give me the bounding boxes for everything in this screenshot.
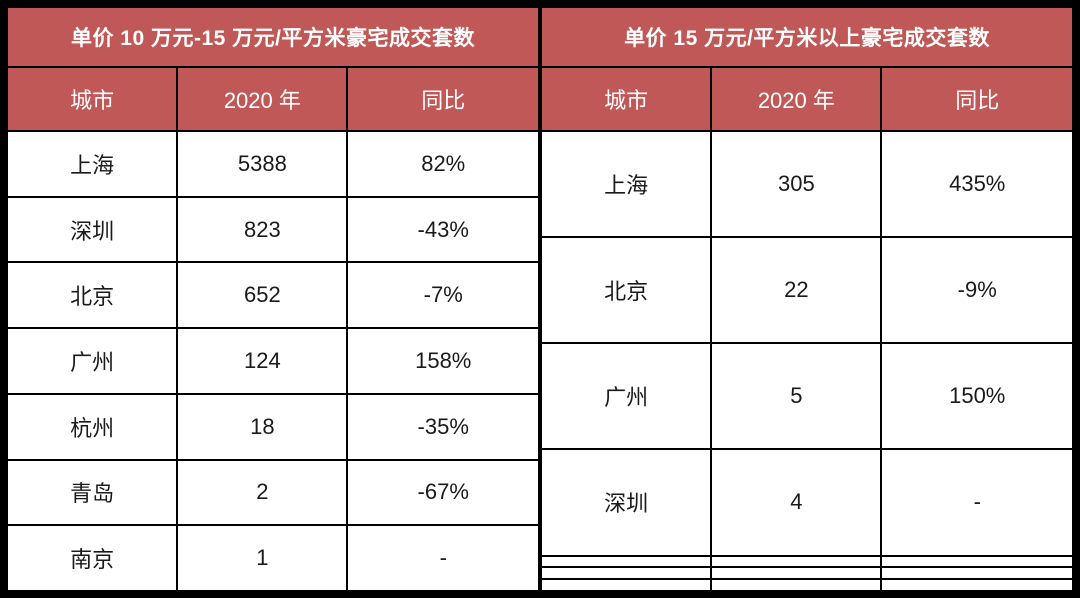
cell-city: 深圳 xyxy=(539,448,713,557)
table-price-10-15w: 单价 10 万元-15 万元/平方米豪宅成交套数 城市 2020 年 同比 上海… xyxy=(5,6,540,592)
cell-yoy xyxy=(880,566,1074,581)
cell-city: 北京 xyxy=(5,261,179,330)
table-title: 单价 15 万元/平方米以上豪宅成交套数 xyxy=(540,6,1074,68)
cell-city xyxy=(539,578,713,592)
cell-yoy: -7% xyxy=(346,261,540,330)
title-row: 单价 15 万元/平方米以上豪宅成交套数 xyxy=(540,6,1074,68)
cell-2020: 1 xyxy=(176,524,349,592)
column-header-yoy: 同比 xyxy=(880,66,1074,132)
cell-2020 xyxy=(710,578,883,592)
cell-2020: 305 xyxy=(710,129,883,239)
cell-2020: 18 xyxy=(176,392,349,461)
cell-city: 深圳 xyxy=(5,195,179,264)
cell-city xyxy=(539,554,713,569)
panel-price-10-15w: 单价 10 万元-15 万元/平方米豪宅成交套数 城市 2020 年 同比 上海… xyxy=(5,6,540,592)
cell-2020: 4 xyxy=(710,448,883,557)
table-row xyxy=(539,554,1074,569)
column-header-2020: 2020 年 xyxy=(176,66,349,132)
panel-price-15w-plus: 单价 15 万元/平方米以上豪宅成交套数 城市 2020 年 同比 上海 305… xyxy=(539,6,1074,592)
cell-yoy: -35% xyxy=(346,392,540,461)
table-row: 南京 1 - xyxy=(5,524,540,592)
cell-city: 上海 xyxy=(5,130,179,198)
cell-2020: 124 xyxy=(176,327,349,395)
column-header-city: 城市 xyxy=(5,66,179,132)
cell-yoy: -43% xyxy=(346,195,540,264)
column-header-2020: 2020 年 xyxy=(710,66,883,132)
cell-city: 广州 xyxy=(539,342,713,451)
column-header-city: 城市 xyxy=(539,66,713,132)
cell-yoy xyxy=(880,578,1074,592)
cell-2020 xyxy=(710,566,883,581)
cell-2020 xyxy=(710,554,883,569)
cell-2020: 652 xyxy=(176,261,349,330)
table-row: 广州 124 158% xyxy=(5,327,540,395)
table-row: 北京 22 -9% xyxy=(539,236,1074,345)
column-header-row: 城市 2020 年 同比 xyxy=(5,66,540,132)
column-header-row: 城市 2020 年 同比 xyxy=(539,66,1074,132)
table-row: 北京 652 -7% xyxy=(5,261,540,330)
cell-city: 杭州 xyxy=(5,392,179,461)
cell-city: 南京 xyxy=(5,524,179,592)
cell-yoy: 150% xyxy=(880,342,1074,451)
table-price-15w-plus: 单价 15 万元/平方米以上豪宅成交套数 城市 2020 年 同比 上海 305… xyxy=(539,6,1074,592)
cell-yoy: - xyxy=(880,448,1074,557)
title-row: 单价 10 万元-15 万元/平方米豪宅成交套数 xyxy=(6,6,540,68)
cell-yoy: 158% xyxy=(346,327,540,395)
table-row: 深圳 4 - xyxy=(539,448,1074,557)
cell-2020: 5 xyxy=(710,342,883,451)
table-row: 上海 305 435% xyxy=(539,129,1074,239)
cell-city: 广州 xyxy=(5,327,179,395)
cell-2020: 823 xyxy=(176,195,349,264)
table-row: 上海 5388 82% xyxy=(5,130,540,198)
cell-city xyxy=(539,566,713,581)
table-row: 青岛 2 -67% xyxy=(5,458,540,527)
cell-yoy: 435% xyxy=(880,129,1074,239)
column-header-yoy: 同比 xyxy=(346,66,540,132)
table-row xyxy=(539,578,1074,592)
cell-yoy: -67% xyxy=(346,458,540,527)
table-row: 广州 5 150% xyxy=(539,342,1074,451)
cell-2020: 2 xyxy=(176,458,349,527)
cell-city: 上海 xyxy=(539,129,713,239)
cell-yoy: - xyxy=(346,524,540,592)
cell-city: 北京 xyxy=(539,236,713,345)
table-row: 杭州 18 -35% xyxy=(5,392,540,461)
table-title: 单价 10 万元-15 万元/平方米豪宅成交套数 xyxy=(6,6,540,68)
cell-2020: 5388 xyxy=(176,130,349,198)
cell-yoy xyxy=(880,554,1074,569)
table-row: 深圳 823 -43% xyxy=(5,195,540,264)
cell-city: 青岛 xyxy=(5,458,179,527)
table-row xyxy=(539,566,1074,581)
cell-yoy: -9% xyxy=(880,236,1074,345)
cell-yoy: 82% xyxy=(346,130,540,198)
cell-2020: 22 xyxy=(710,236,883,345)
